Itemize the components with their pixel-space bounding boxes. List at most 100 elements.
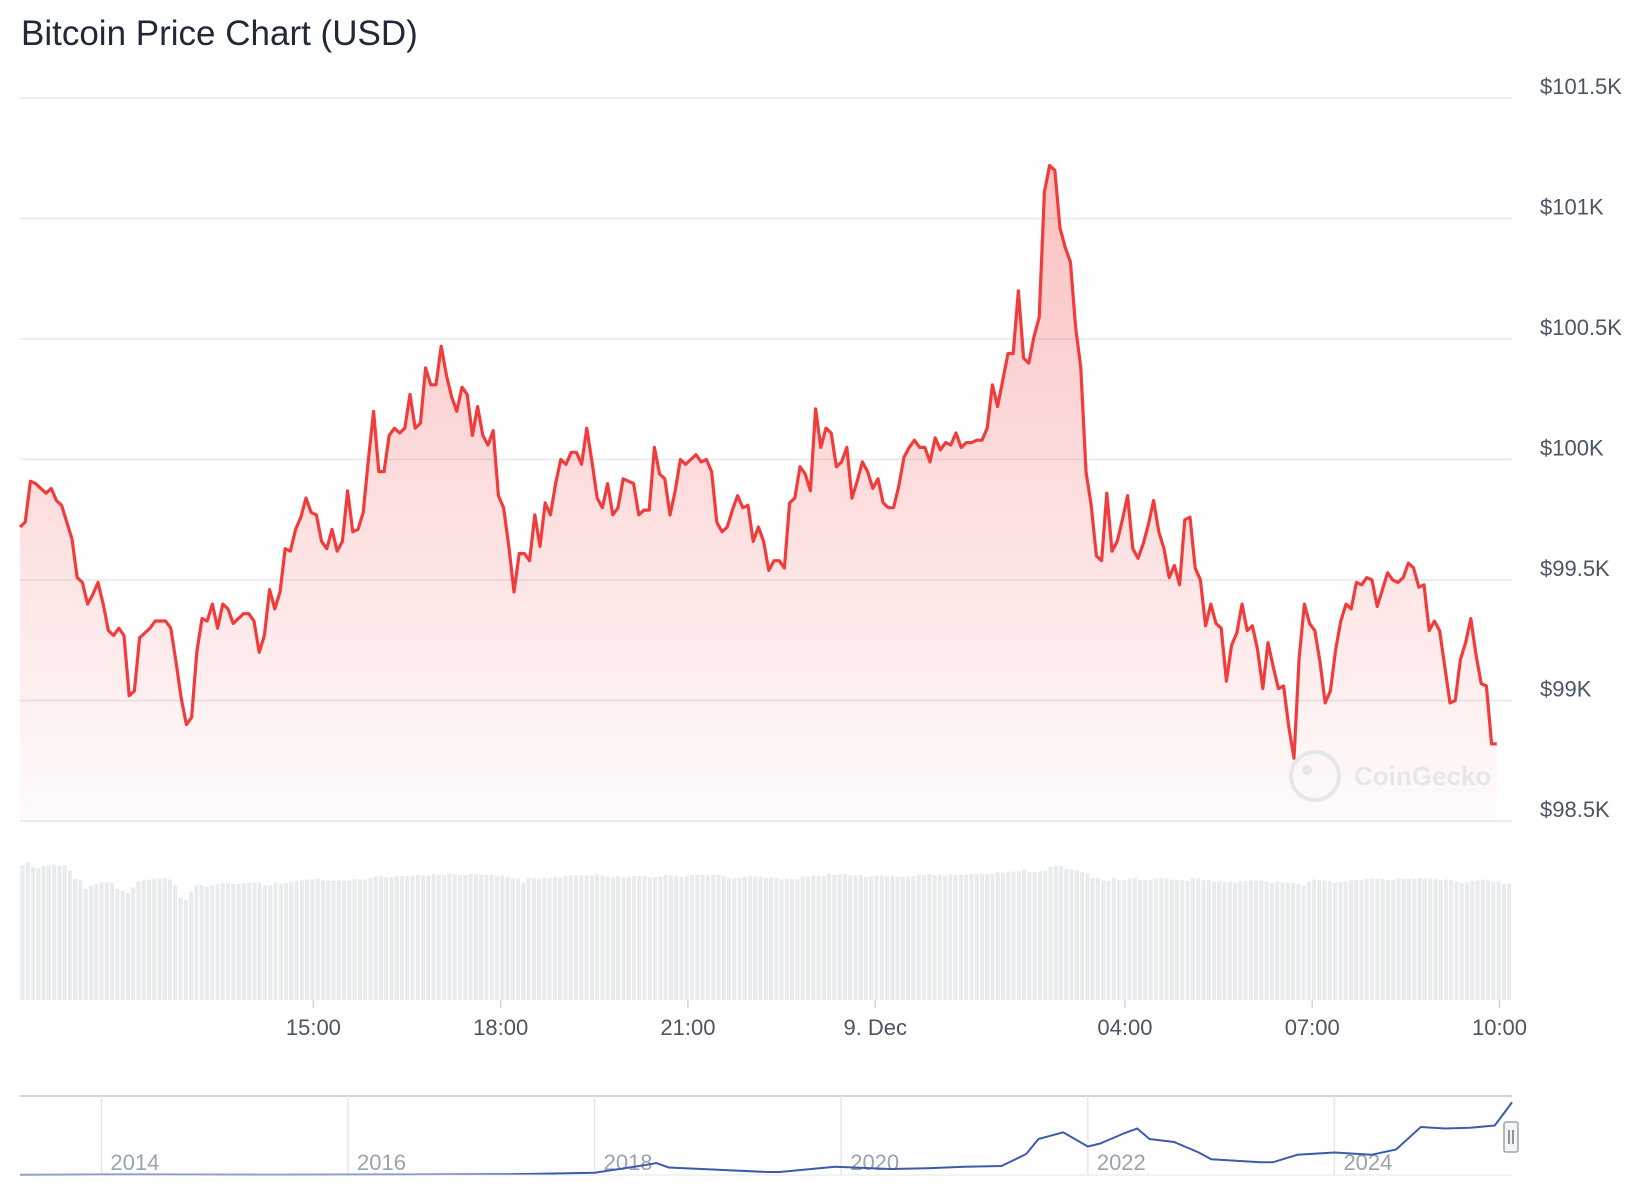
volume-bar [1254,880,1259,1000]
volume-bar [363,879,368,1000]
volume-bar [1132,878,1137,1000]
volume-bar [863,876,869,1000]
y-axis-labels: $101.5K $101K $100.5K $100K $99.5K $99K $98.5K [1540,74,1622,822]
navigator-year-label: 2016 [357,1150,406,1175]
volume-bar [1396,878,1401,1000]
volume-bar [1449,880,1454,1000]
volume-bar [579,874,584,1000]
volume-bar [1438,880,1443,1000]
volume-bar [668,875,673,1000]
volume-bar [447,873,452,1000]
volume-bar [853,875,858,1000]
volume-bar [1354,879,1359,1000]
volume-bar [505,876,510,1000]
volume-bar [463,874,468,1000]
volume-bar [827,873,832,1000]
navigator-handle[interactable] [1503,1121,1519,1153]
volume-bar [1196,878,1201,1000]
navigator[interactable]: 2014 2016 2018 2020 2022 2024 [19,1095,1519,1176]
volume-bar [753,876,758,1000]
volume-bar [162,878,167,1000]
volume-bar [315,878,320,1000]
volume-bar [20,865,25,1000]
volume-bar [368,878,373,1000]
volume-bar [937,874,942,1000]
volume-bar [247,882,252,1000]
volume-bar [1359,879,1364,1000]
volume-bar [1180,880,1185,1000]
volume-bar [241,883,246,1000]
volume-bar [906,876,911,1000]
volume-bar [1290,882,1296,1000]
volume-bar [974,874,979,1000]
volume-bar [1486,880,1491,1000]
volume-bar [758,876,763,1000]
volume-bar [1059,866,1064,1000]
volume-bar [479,874,484,1000]
volume-bar [821,876,826,1000]
volume-bar [885,876,890,1000]
volume-bar [642,876,647,1000]
volume-bar [705,874,710,1000]
y-tick-label: $101.5K [1540,74,1622,99]
volume-bar [711,874,716,1000]
volume-bar [331,880,336,1000]
volume-bar [36,868,41,1000]
coingecko-logo-icon [1289,750,1341,802]
volume-bar [284,882,289,1000]
volume-bar [1032,872,1037,1000]
volume-bar [1211,881,1216,1000]
x-tick-label: 07:00 [1285,1015,1340,1040]
volume-bar [373,876,378,1000]
volume-bar [399,876,405,1000]
volume-bar [985,874,990,1000]
volume-bar [742,876,747,1000]
volume-bar [1001,872,1006,1000]
volume-bar [1143,880,1148,1000]
volume-bar [874,875,879,1000]
volume-bar [268,885,273,1000]
volume-bar [436,874,441,1000]
volume-bar [305,879,310,1000]
volume-bar [394,876,399,1000]
volume-bar [1454,881,1459,1000]
volume-bar [421,875,426,1000]
x-tick-label: 21:00 [660,1015,715,1040]
volume-bar [747,876,753,1000]
volume-bar [716,874,721,1000]
volume-bar [320,880,325,1000]
volume-bar [341,880,347,1000]
volume-bar [658,876,663,1000]
x-tick-label: 9. Dec [843,1015,907,1040]
volume-bar [1375,878,1380,1000]
x-tick-label: 04:00 [1097,1015,1152,1040]
y-tick-label: $101K [1540,195,1604,220]
volume-bar [1206,880,1211,1000]
volume-bar [457,874,463,1000]
volume-bar [136,881,141,1000]
volume-bar [1238,881,1243,1000]
volume-bar [1190,878,1195,1000]
volume-bar [1064,868,1069,1000]
volume-bar [131,887,136,1000]
volume-bar [811,875,816,1000]
volume-bar [52,864,57,1000]
x-axis-labels: 15:00 18:00 21:00 9. Dec 04:00 07:00 10:00 [286,1000,1527,1040]
volume-bar [1338,882,1343,1000]
volume-bar [78,880,83,1000]
price-line[interactable] [18,163,1497,760]
price-series[interactable] [18,163,1497,822]
volume-bar [1433,878,1438,1000]
volume-bar [236,884,241,1000]
volume-bar [1380,878,1385,1000]
volume-bar [510,878,515,1000]
volume-bar [1480,879,1485,1000]
volume-bar [1412,878,1417,1000]
volume-bar [120,890,125,1000]
volume-bar [1174,880,1180,1000]
navigator-year-label: 2020 [850,1150,899,1175]
volume-bar [168,879,173,1000]
volume-bar [426,875,431,1000]
volume-bar [1217,880,1222,1000]
